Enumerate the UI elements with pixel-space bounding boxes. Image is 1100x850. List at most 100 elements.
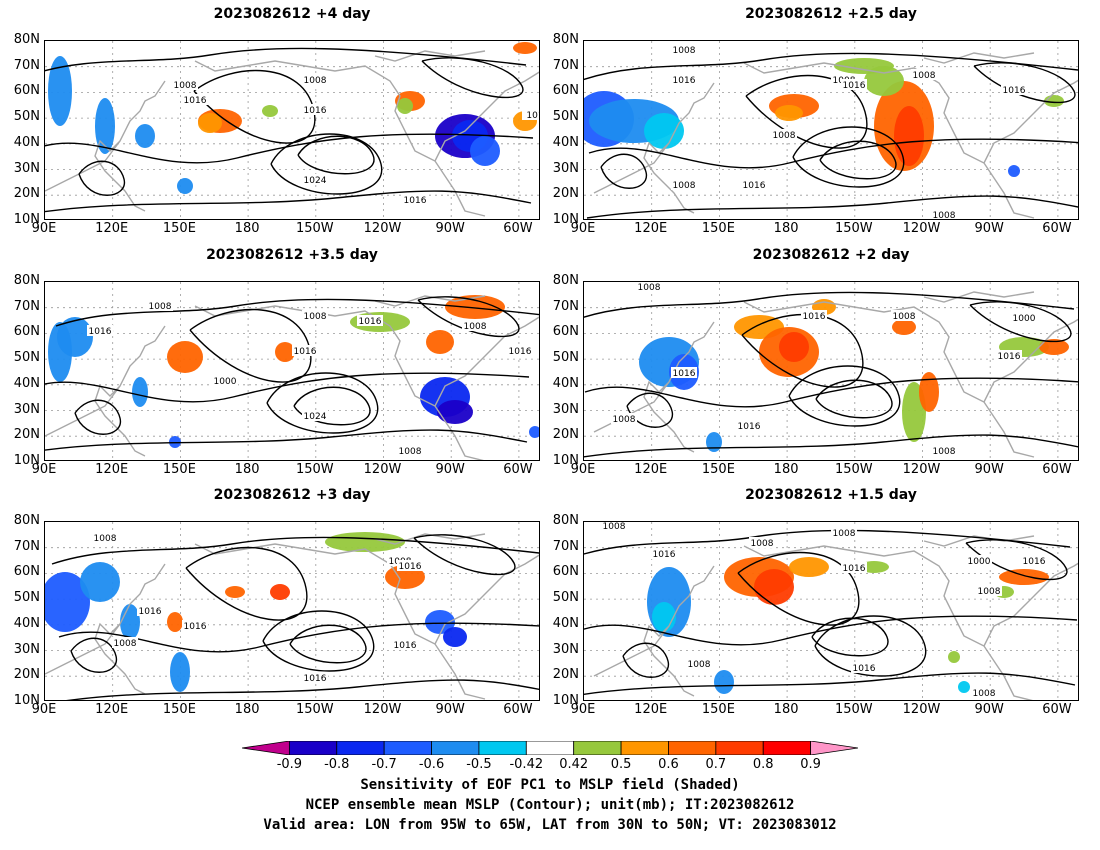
sensitivity-shade (894, 106, 924, 166)
lat-tick-label: 30N (13, 401, 40, 417)
lat-tick-label: 60N (13, 324, 40, 340)
lon-tick-label: 180 (234, 221, 260, 236)
contour-label: 1008 (638, 283, 661, 293)
contour-label: 1016 (998, 352, 1021, 362)
contour-label-bg (831, 527, 857, 538)
contour-label-bg (636, 282, 662, 292)
map-plot-area: 1008101610081016100810161008100810161008 (583, 40, 1079, 220)
contour-label-bg (686, 658, 712, 669)
sensitivity-shade (48, 56, 72, 126)
contour-label: 1016 (1003, 86, 1026, 96)
lon-tick-label: 180 (773, 462, 799, 477)
lat-tick-label: 60N (552, 324, 579, 340)
contour-label: 1000 (968, 557, 991, 567)
lon-tick-label: 60W (503, 462, 533, 477)
lon-tick-label: 60W (503, 702, 533, 717)
colorbar-segment (620, 741, 669, 755)
contour-label-bg (507, 345, 533, 356)
colorbar-segment (762, 741, 812, 755)
sensitivity-shade (999, 569, 1049, 585)
map-plot-area: 1008 1016 1008 1016 1008 1000 1016 1016 1008 (583, 281, 1079, 461)
contour-label-bg (741, 179, 767, 190)
contour-label: 1016 (304, 106, 327, 116)
lon-tick-label: 150W (834, 462, 873, 477)
lat-tick-label: 80N (552, 32, 579, 47)
lon-tick-label: 120E (95, 221, 129, 236)
colorbar-level-label: -0.6 (418, 757, 445, 772)
mslp-contour (74, 399, 121, 435)
lat-tick-label: 30N (552, 160, 579, 176)
lat-tick-label: 30N (552, 401, 579, 417)
contour-label-bg (1011, 312, 1037, 323)
sensitivity-shade (397, 98, 413, 114)
lon-tick-label: 150W (295, 462, 334, 477)
sensitivity-shade (958, 681, 970, 693)
lon-tick-label: 150E (162, 221, 196, 236)
panel-title: 2023082612 +1.5 day (745, 487, 917, 503)
mslp-contour (66, 679, 539, 700)
contour-label-bg (671, 44, 697, 55)
lon-tick-label: 180 (773, 221, 799, 236)
sensitivity-shade (513, 42, 537, 54)
panel-title: 2023082612 +2 day (752, 247, 910, 263)
contour-label-bg (971, 687, 997, 698)
sensitivity-shade (225, 586, 245, 598)
panel-title: 2023082612 +3.5 day (206, 247, 378, 263)
panel-title: 2023082612 +3 day (213, 487, 371, 503)
mslp-contour (185, 546, 308, 621)
contour-label-bg (931, 209, 957, 219)
sensitivity-shade (325, 532, 405, 552)
contour-label-bg (302, 672, 328, 683)
colorbar-segment (810, 741, 858, 755)
colorbar-level-label: -0.5 (466, 757, 492, 772)
lon-tick-label: 150E (701, 462, 735, 477)
contour-label-bg (212, 375, 238, 386)
contour-label-bg (601, 522, 627, 531)
contour-label: 1008 (174, 81, 197, 91)
contour-label-bg (671, 367, 697, 378)
contour-label: 1016 (673, 76, 696, 86)
lat-tick-label: 50N (552, 350, 579, 366)
lon-tick-label: 120W (902, 702, 941, 717)
sensitivity-shade (789, 557, 829, 577)
contour-label-bg (996, 350, 1022, 361)
contour-label-bg (397, 560, 423, 571)
contour-label-bg (462, 320, 488, 331)
lon-tick-label: 150W (834, 221, 873, 236)
contour-label: 101 (526, 111, 540, 121)
colorbar-level-label: -0.7 (371, 757, 397, 772)
mslp-contour (270, 133, 383, 195)
sensitivity-shade (262, 105, 278, 117)
mslp-contour (297, 135, 375, 175)
colorbar-segment (242, 741, 290, 755)
lat-tick-label: 70N (552, 57, 579, 73)
lon-tick-label: 180 (773, 702, 799, 717)
contour-label-bg (1001, 84, 1027, 95)
contour-label: 1008 (833, 529, 856, 539)
sensitivity-shade (425, 610, 455, 634)
contour-label-bg (392, 639, 418, 650)
lat-tick-label: 10N (13, 212, 40, 227)
contour-label: 1016 (399, 562, 422, 572)
caption-line-3: Valid area: LON from 95W to 65W, LAT fro… (263, 817, 837, 833)
colorbar-level-label: 0.7 (705, 757, 727, 772)
contour-label-bg (671, 179, 697, 190)
mslp-contour (584, 52, 1078, 81)
coastline (593, 52, 1078, 219)
contour-label-bg (841, 562, 867, 573)
colorbar-segment (288, 741, 338, 755)
lon-tick-label: 120E (634, 462, 668, 477)
contour-label: 1008 (933, 447, 956, 457)
sensitivity-shade (714, 670, 734, 694)
mslp-contour (626, 392, 673, 428)
mslp-contour (289, 624, 367, 664)
contour-label: 1016 (743, 181, 766, 191)
colorbar-segment (525, 741, 575, 755)
contour-label-bg (931, 445, 957, 456)
sensitivity-shade (198, 113, 222, 133)
lat-tick-label: 10N (552, 693, 579, 708)
lon-tick-label: 120W (902, 462, 941, 477)
lon-tick-label: 90E (570, 221, 596, 236)
contour-label-bg (736, 420, 762, 431)
contour-label-bg (302, 310, 328, 321)
